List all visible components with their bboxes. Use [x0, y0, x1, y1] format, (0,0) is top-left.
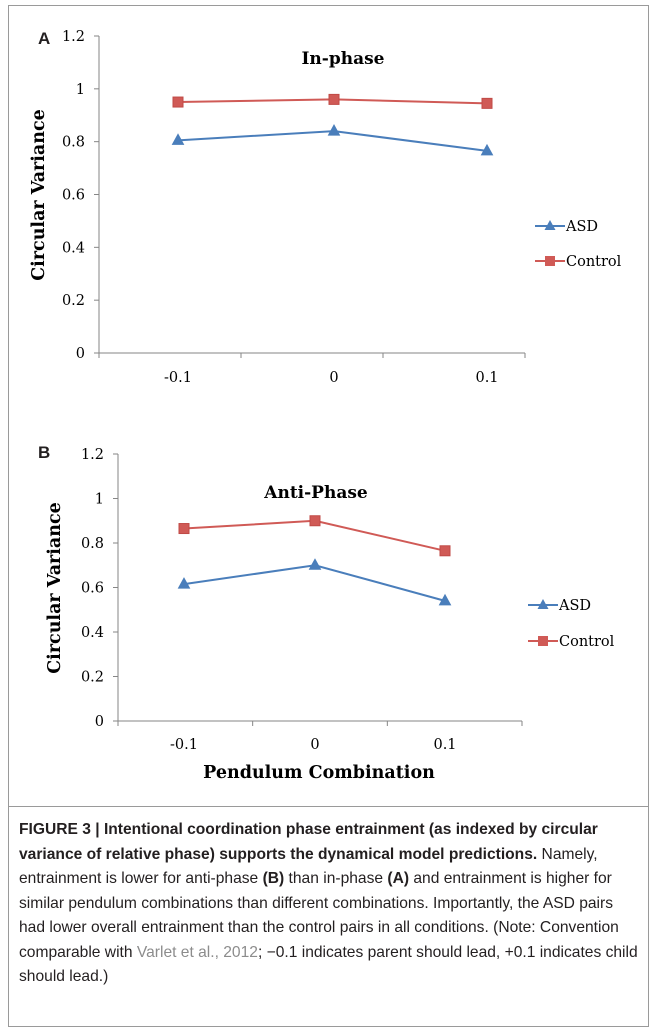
- series-asd: [171, 124, 494, 156]
- y-axis-label: Circular Variance: [29, 109, 49, 281]
- y-tick-label: 0.2: [81, 670, 104, 686]
- caption-title: FIGURE 3 | Intentional coordination phas…: [19, 821, 598, 863]
- data-point-square: [178, 523, 190, 535]
- x-tick-label: 0: [329, 370, 338, 386]
- series-line: [183, 564, 446, 602]
- y-tick-label: 1: [76, 82, 85, 98]
- y-tick-label: 0.6: [81, 581, 104, 597]
- figure-canvas: A 0 0.2 0.4 0.6 0.8 1 1.2 -0.1 0 0.1 In-phase Circul…: [29, 29, 622, 783]
- y-tick-label: 0: [95, 714, 104, 730]
- legend-label: ASD: [558, 598, 591, 614]
- x-tick-label: -0.1: [164, 370, 192, 386]
- y-tick-label: 1.2: [81, 447, 104, 463]
- data-point-triangle: [438, 593, 452, 606]
- series-asd: [177, 558, 452, 606]
- legend-marker-triangle: [544, 220, 556, 230]
- y-tick-label: 0.2: [62, 293, 85, 309]
- caption-citation[interactable]: Varlet et al., 2012: [136, 943, 258, 961]
- data-point-square: [439, 545, 451, 557]
- x-tick-label: 0.1: [475, 370, 498, 386]
- legend-label: Control: [566, 254, 622, 270]
- y-tick-label: 0: [76, 346, 85, 362]
- data-point-triangle: [480, 143, 494, 156]
- figure-frame: [8, 5, 649, 1027]
- chart-title: Anti-Phase: [263, 483, 368, 503]
- legend-marker-square: [545, 256, 555, 266]
- data-point-triangle: [308, 558, 322, 570]
- data-point-square: [481, 97, 493, 109]
- y-tick-label: 1.2: [62, 29, 85, 45]
- panel-label: A: [38, 29, 50, 48]
- x-tick-label: -0.1: [170, 737, 198, 753]
- series-control: [178, 515, 451, 557]
- chart-panel-b: B 0 0.2 0.4 0.6 0.8 1 1.2 -0.1 0 0.1 Anti-Phase Circ…: [38, 443, 615, 783]
- x-axis-label: Pendulum Combination: [203, 763, 435, 783]
- chart-panel-a: A 0 0.2 0.4 0.6 0.8 1 1.2 -0.1 0 0.1 In-phase Circul…: [29, 29, 622, 386]
- y-tick-label: 0.4: [81, 625, 104, 641]
- legend-item-asd: ASD: [535, 219, 598, 235]
- y-tick-label: 0.8: [81, 536, 104, 552]
- caption-text-3: and entrainment is higher for similar pe…: [19, 870, 619, 961]
- data-point-square: [309, 515, 321, 527]
- legend-label: ASD: [565, 219, 598, 235]
- legend-item-control: Control: [535, 254, 622, 270]
- data-point-square: [328, 93, 340, 105]
- y-axis-label: Circular Variance: [45, 502, 65, 674]
- legend-label: Control: [559, 634, 615, 650]
- y-tick-label: 0.8: [62, 135, 85, 151]
- x-tick-label: 0: [310, 737, 319, 753]
- caption-divider: [8, 806, 649, 807]
- series-control: [172, 93, 493, 109]
- data-point-triangle: [177, 577, 191, 589]
- panel-label: B: [38, 443, 50, 462]
- data-point-triangle: [171, 133, 185, 145]
- caption-text-1: Namely, entrainment is lower for anti-ph…: [19, 845, 598, 888]
- legend-marker-square: [538, 636, 548, 646]
- y-tick-label: 0.6: [62, 188, 85, 204]
- legend-item-control: Control: [528, 634, 615, 650]
- data-point-triangle: [327, 124, 341, 136]
- caption-ref-b: (B): [262, 870, 285, 887]
- figure-caption: FIGURE 3 | Intentional coordination phas…: [19, 818, 641, 990]
- data-point-square: [172, 96, 184, 108]
- legend-item-asd: ASD: [528, 598, 591, 614]
- caption-text-2: than in-phase: [284, 870, 388, 887]
- legend-marker-triangle: [537, 599, 549, 609]
- y-tick-label: 1: [95, 492, 104, 508]
- y-tick-label: 0.4: [62, 240, 85, 256]
- caption-ref-a: (A): [387, 870, 410, 887]
- x-tick-label: 0.1: [433, 737, 456, 753]
- chart-title: In-phase: [301, 49, 384, 69]
- caption-text-4: ; −0.1 indicates parent should lead, +0.…: [19, 943, 638, 986]
